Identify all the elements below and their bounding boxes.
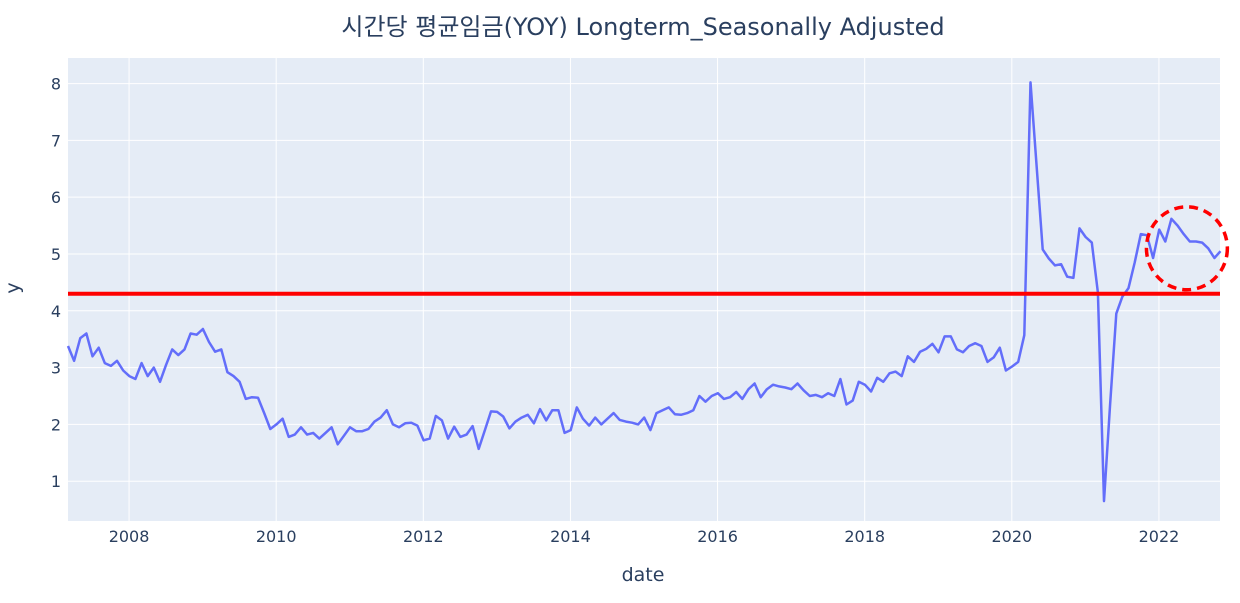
- x-tick-label: 2016: [697, 527, 738, 546]
- y-tick-label: 1: [51, 472, 61, 491]
- series-line: [66, 81, 1222, 503]
- y-axis-ticks: 1 2 3 4 5 6 7 8: [51, 75, 61, 492]
- y-tick-label: 2: [51, 415, 61, 434]
- chart-title: 시간당 평균임금(YOY) Longterm_Seasonally Adjust…: [341, 13, 944, 41]
- y-tick-label: 6: [51, 188, 61, 207]
- plot-area: [68, 58, 1220, 521]
- x-tick-label: 2014: [550, 527, 591, 546]
- x-tick-label: 2022: [1139, 527, 1180, 546]
- x-tick-label: 2018: [844, 527, 885, 546]
- x-tick-label: 2020: [991, 527, 1032, 546]
- y-tick-label: 5: [51, 245, 61, 264]
- y-tick-label: 4: [51, 302, 61, 321]
- y-tick-label: 7: [51, 131, 61, 150]
- y-axis-title: y: [2, 282, 24, 293]
- x-tick-label: 2010: [256, 527, 297, 546]
- x-tick-label: 2008: [109, 527, 150, 546]
- x-axis-title: date: [622, 564, 665, 586]
- highlight-circle: [1144, 205, 1230, 292]
- x-axis-ticks: 2008 2010 2012 2014 2016 2018 2020 2022: [109, 527, 1180, 546]
- x-tick-label: 2012: [403, 527, 444, 546]
- y-tick-label: 3: [51, 359, 61, 378]
- y-tick-label: 8: [51, 75, 61, 94]
- gridlines: [68, 58, 1220, 521]
